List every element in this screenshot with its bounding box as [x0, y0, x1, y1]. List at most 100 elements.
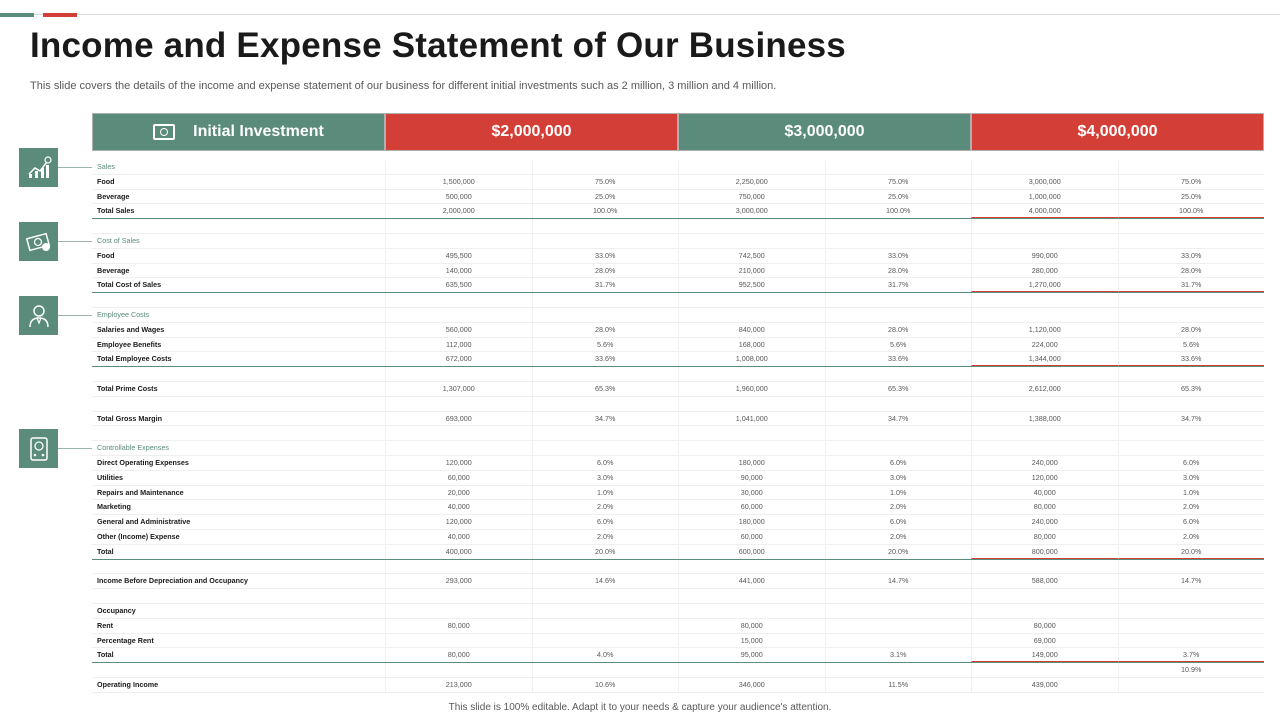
table-row: Occupancy	[92, 603, 1265, 619]
row-value	[678, 589, 825, 603]
row-value	[824, 367, 972, 381]
employee-icon	[19, 296, 58, 335]
row-value: 635,500	[385, 278, 532, 293]
row-value: 280,000	[971, 263, 1118, 278]
row-value: 588,000	[971, 574, 1118, 589]
row-value	[385, 559, 532, 574]
row-value	[824, 618, 972, 633]
row-value	[385, 293, 532, 307]
row-value	[971, 293, 1118, 307]
row-value	[385, 589, 532, 603]
row-value: 1,270,000	[971, 278, 1118, 293]
row-value	[531, 426, 679, 441]
connector-line	[58, 167, 92, 168]
row-value: 2.0%	[824, 529, 972, 544]
row-value: 2.0%	[531, 500, 679, 515]
top-divider	[0, 14, 1280, 15]
row-value: 2.0%	[824, 500, 972, 515]
row-value: 34.7%	[531, 411, 679, 426]
row-value: 60,000	[678, 500, 825, 515]
row-value	[531, 160, 679, 174]
row-value: 560,000	[385, 322, 532, 337]
row-label: Cost of Sales	[97, 235, 140, 245]
row-value	[1117, 559, 1265, 574]
row-label	[92, 397, 385, 411]
table-row: Total Sales 2,000,000 100.0% 3,000,000 100.0…	[92, 204, 1264, 220]
row-value: 2.0%	[531, 529, 679, 544]
row-value: 742,500	[678, 248, 825, 263]
row-value	[531, 233, 679, 248]
row-label	[92, 219, 385, 233]
table-row: Direct Operating Expenses 120,000 6.0% 180,…	[92, 455, 1264, 471]
row-value: 14.7%	[1117, 574, 1265, 589]
money-icon	[153, 124, 176, 140]
table-row	[92, 589, 1264, 604]
row-value: 33.6%	[1117, 352, 1264, 367]
row-value: 20,000	[385, 485, 532, 500]
row-value	[678, 426, 825, 441]
table-row	[92, 559, 1265, 575]
row-value	[1117, 293, 1265, 307]
row-value: 33.0%	[531, 248, 679, 263]
row-value	[971, 160, 1118, 174]
row-value	[385, 426, 532, 441]
table-row: Other (Income) Expense 40,000 2.0% 60,000 2.…	[92, 529, 1264, 545]
row-label: Total Cost of Sales	[97, 280, 162, 290]
row-value	[385, 603, 532, 618]
row-label: Employee Costs	[97, 309, 150, 319]
row-value	[531, 618, 679, 633]
page-subtitle: This slide covers the details of the inc…	[30, 80, 777, 92]
row-value	[971, 233, 1118, 248]
row-value: 20.0%	[1117, 544, 1264, 559]
row-value: 28.0%	[1117, 263, 1265, 278]
row-label: Beverage	[97, 265, 130, 275]
row-value: 90,000	[678, 470, 825, 485]
row-value: 3.0%	[824, 470, 972, 485]
row-value	[1117, 603, 1265, 618]
connector-line	[58, 241, 92, 242]
row-value: 3,000,000	[971, 174, 1118, 189]
table-row	[92, 293, 1264, 308]
connector-line	[58, 315, 92, 316]
row-value	[1117, 233, 1265, 248]
row-value: 140,000	[385, 263, 532, 278]
row-label: General and Administrative	[97, 517, 191, 527]
row-value: 840,000	[678, 322, 825, 337]
row-value: 75.0%	[531, 174, 679, 189]
row-value: 40,000	[385, 529, 532, 544]
row-value: 31.7%	[1117, 278, 1264, 293]
row-value: 495,500	[385, 248, 532, 263]
row-value: 120,000	[971, 470, 1118, 485]
row-value	[1117, 396, 1265, 411]
row-value: 25.0%	[1117, 189, 1265, 204]
row-value	[678, 367, 825, 381]
row-label	[92, 367, 385, 381]
row-label: Food	[97, 250, 115, 260]
row-label: Sales	[97, 162, 115, 171]
row-value: 180,000	[678, 455, 825, 470]
table-row	[92, 367, 1264, 382]
row-label: Total Prime Costs	[97, 383, 158, 393]
row-value: 1,307,000	[385, 381, 532, 396]
row-value	[971, 603, 1118, 618]
header-column-1: $2,000,000	[385, 113, 678, 151]
row-label	[92, 560, 385, 574]
row-value: 28.0%	[824, 322, 972, 337]
table-row: Utilities 60,000 3.0% 90,000 3.0% 120,000 3.0%	[92, 470, 1264, 486]
row-value: 3.1%	[824, 648, 972, 663]
row-value	[531, 367, 679, 381]
row-value: 40,000	[385, 500, 532, 515]
row-value: 500,000	[385, 189, 532, 204]
row-value: 80,000	[971, 618, 1118, 633]
row-value: 1.0%	[1117, 485, 1265, 500]
row-label: Repairs and Maintenance	[97, 487, 184, 497]
row-value: 5.6%	[824, 337, 972, 352]
row-value: 28.0%	[1117, 322, 1265, 337]
row-value: 33.6%	[824, 352, 972, 367]
row-label: Total	[97, 546, 114, 556]
row-value: 75.0%	[824, 174, 972, 189]
row-value: 80,000	[971, 529, 1118, 544]
row-value: 6.0%	[824, 455, 972, 470]
row-value: 5.6%	[531, 337, 679, 352]
calculator-icon	[19, 429, 58, 468]
